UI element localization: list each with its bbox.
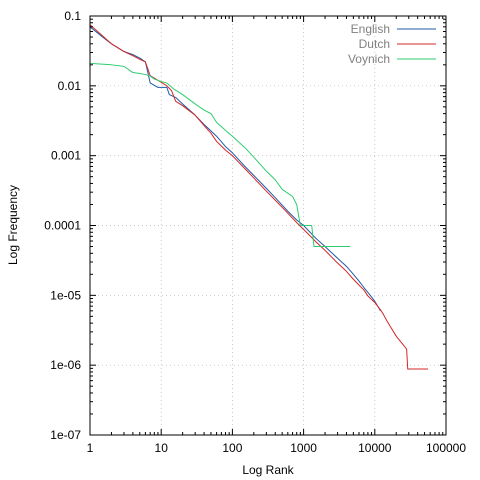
x-tick-label: 1 [87, 441, 94, 455]
legend-label-voynich: Voynich [348, 52, 390, 66]
y-tick-label: 0.0001 [44, 219, 81, 233]
x-axis-title: Log Rank [242, 463, 294, 477]
series-line-voynich [89, 62, 351, 248]
plot-frame [89, 15, 447, 436]
grid [90, 16, 446, 435]
x-tick-label: 10000 [358, 441, 392, 455]
series-line-english [89, 26, 381, 312]
y-tick-label: 1e-05 [50, 288, 81, 302]
y-tick-label: 0.1 [64, 9, 81, 23]
x-tick-label: 100000 [426, 441, 466, 455]
y-tick-label: 1e-06 [50, 358, 81, 372]
y-axis-title: Log Frequency [6, 185, 20, 265]
y-tick-label: 0.001 [51, 149, 81, 163]
axis-ticks: 1 10 100 1000 10000 100000 0.1 0.01 0.001 0.0001 1… [44, 9, 466, 455]
x-tick-label: 10 [155, 441, 169, 455]
series-line-dutch [89, 24, 429, 370]
x-tick-label: 100 [222, 441, 242, 455]
legend-label-dutch: Dutch [359, 37, 390, 51]
y-tick-label: 1e-07 [50, 428, 81, 442]
series-lines [89, 24, 429, 370]
x-tick-label: 1000 [290, 441, 317, 455]
y-tick-label: 0.01 [58, 79, 82, 93]
legend-label-english: English [351, 22, 390, 36]
